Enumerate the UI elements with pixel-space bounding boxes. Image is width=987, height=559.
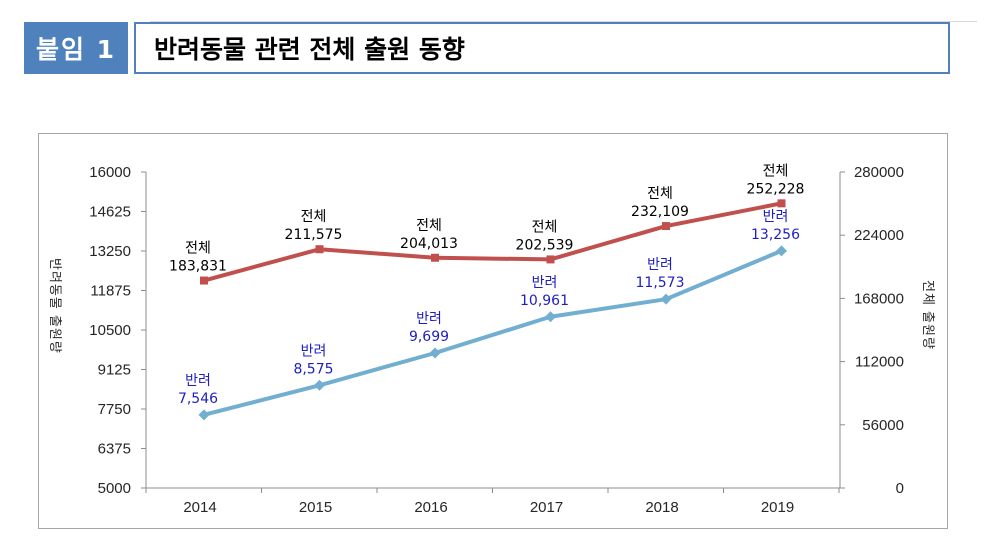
series-markers: [198, 199, 787, 421]
total-data-label-name: 전체: [416, 218, 442, 234]
x-tick-label: 2016: [414, 499, 447, 516]
pet-data-label-name: 반려: [763, 209, 789, 225]
attachment-badge: 붙임 1: [24, 22, 128, 74]
pet-data-label-value: 8,575: [293, 361, 333, 377]
pet-data-label-name: 반려: [185, 373, 211, 389]
pet-point-marker: [545, 311, 556, 323]
top-divider-line: [150, 21, 977, 22]
pet-data-label-value: 7,546: [178, 391, 218, 407]
right-tick-label: 56000: [862, 417, 904, 434]
pet-data-label-name: 반려: [301, 343, 327, 359]
data-labels: 반려 7,546 반려 8,575 반려 9,699 반려 10,961 반려 11,573 반려 1…: [169, 163, 804, 407]
right-tick-label: 168000: [854, 290, 904, 307]
pet-point-marker: [660, 293, 672, 305]
x-tick-label: 2014: [183, 499, 216, 516]
series-lines: [203, 201, 783, 417]
left-tick-label: 6375: [98, 441, 131, 458]
pet-point-marker: [776, 245, 787, 257]
pet-data-label-value: 9,699: [409, 329, 449, 345]
total-data-label-value: 232,109: [631, 204, 689, 220]
pet-data-label-value: 10,961: [520, 293, 569, 309]
left-tick-label: 5000: [98, 480, 131, 497]
pet-data-label-name: 반려: [647, 257, 673, 273]
chart-frame: [38, 133, 948, 529]
right-tick-label: 280000: [854, 164, 904, 181]
total-point-marker: [546, 255, 555, 264]
pet-point-marker: [198, 409, 210, 421]
total-data-label-name: 전체: [301, 209, 327, 225]
pet-point-marker: [429, 347, 441, 359]
total-data-label-value: 183,831: [169, 259, 227, 275]
x-tick-label: 2019: [761, 499, 794, 516]
x-tick-label: 2015: [299, 499, 332, 516]
total-data-label-value: 252,228: [747, 181, 805, 197]
right-tick-label: 224000: [854, 227, 904, 244]
pet-data-label-value: 11,573: [636, 275, 685, 291]
x-tick-label: 2018: [645, 499, 678, 516]
total-data-label-name: 전체: [647, 186, 673, 202]
total-point-marker: [431, 253, 439, 262]
total-data-label-name: 전체: [185, 241, 211, 257]
left-tick-label: 7750: [98, 401, 131, 418]
total-point-marker: [662, 222, 670, 231]
x-tick-label: 2017: [530, 499, 563, 516]
page-title: 반려동물 관련 전체 출원 동향: [134, 22, 950, 74]
left-axis-title: 반려동물 출원량: [47, 258, 62, 354]
right-tick-label: 112000: [855, 354, 904, 371]
total-data-label-name: 전체: [532, 219, 558, 235]
total-data-label-value: 204,013: [400, 236, 458, 252]
total-data-label-name: 전체: [763, 163, 789, 179]
left-tick-label: 14625: [89, 204, 131, 221]
pet-data-label-name: 반려: [532, 275, 558, 291]
pet-data-label-value: 13,256: [751, 227, 800, 243]
right-axis-title: 전체 출원량: [920, 280, 935, 350]
right-tick-label: 0: [896, 480, 904, 497]
total-series-line: [203, 201, 782, 283]
total-point-marker: [200, 276, 208, 285]
total-data-label-value: 211,575: [285, 227, 343, 243]
left-tick-label: 10500: [89, 322, 131, 339]
left-tick-label: 11875: [90, 283, 131, 300]
total-data-label-value: 202,539: [516, 237, 574, 253]
total-point-marker: [777, 199, 786, 208]
pet-series-line: [203, 248, 783, 417]
left-tick-label: 9125: [98, 362, 131, 379]
pet-point-marker: [314, 379, 325, 391]
chart-axes: 5000 6375 7750 9125 10500 11875 13250 14625 1600…: [47, 164, 935, 516]
pet-data-label-name: 반려: [416, 311, 442, 327]
left-tick-label: 16000: [89, 164, 131, 181]
total-point-marker: [315, 245, 324, 254]
left-tick-label: 13250: [89, 243, 131, 260]
